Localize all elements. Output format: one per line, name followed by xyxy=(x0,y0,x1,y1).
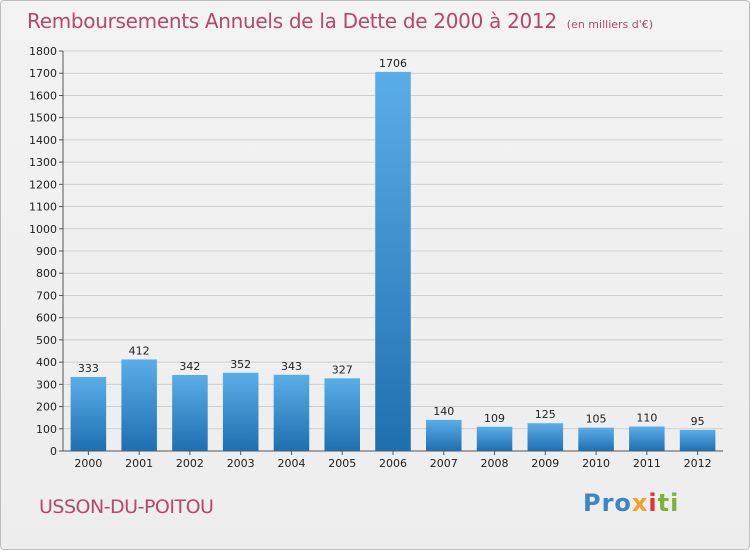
y-tick-label: 500 xyxy=(36,334,57,347)
bar-2004 xyxy=(273,374,310,451)
x-tick-label-2010: 2010 xyxy=(582,457,610,470)
bar-2008 xyxy=(476,426,513,451)
x-tick-label-2011: 2011 xyxy=(633,457,661,470)
chart-title-text: Remboursements Annuels de la Dette de 20… xyxy=(27,9,557,33)
y-tick-label: 100 xyxy=(36,423,57,436)
x-tick-label-2003: 2003 xyxy=(227,457,255,470)
bar-2005 xyxy=(324,378,360,451)
bar-value-label-2007: 140 xyxy=(433,405,454,418)
bar-value-label-2000: 333 xyxy=(78,362,99,375)
bar-2000 xyxy=(70,377,107,451)
bar-value-label-2008: 109 xyxy=(484,412,505,425)
x-tick-labels: 2000 2001 2002 2003 2004 2005 2006 2007 2008 2009… xyxy=(74,457,711,470)
bar-2007 xyxy=(426,419,462,451)
x-tick-label-2008: 2008 xyxy=(481,457,509,470)
commune-name: USSON-DU-POITOU xyxy=(39,496,214,518)
bars xyxy=(70,71,716,451)
x-tick-label-2006: 2006 xyxy=(379,457,407,470)
bar-value-label-2001: 412 xyxy=(129,344,150,357)
y-tick-label: 700 xyxy=(36,289,57,302)
y-tick-label: 300 xyxy=(36,378,57,391)
bar-value-labels: 333 412 342 352 343 327 1706 140 109 125 105 110 95 xyxy=(78,57,705,428)
y-tick-label: 1500 xyxy=(29,112,57,125)
bar-value-label-2002: 342 xyxy=(179,360,200,373)
bar-value-label-2003: 352 xyxy=(230,358,251,371)
bar-value-label-2009: 125 xyxy=(535,408,556,421)
bar-2006 xyxy=(375,71,411,451)
y-tick-label: 900 xyxy=(36,245,57,258)
y-tick-label: 800 xyxy=(36,267,57,280)
y-tick-label: 400 xyxy=(36,356,57,369)
x-tick-label-2009: 2009 xyxy=(531,457,559,470)
x-tick-label-2012: 2012 xyxy=(684,457,712,470)
chart-unit: (en milliers d'€) xyxy=(566,18,654,31)
y-tick-label: 1600 xyxy=(29,89,57,102)
y-tick-label: 1800 xyxy=(29,45,57,58)
bar-2009 xyxy=(527,423,564,451)
bar-value-label-2004: 343 xyxy=(281,360,302,373)
y-tick-label: 1700 xyxy=(29,67,57,80)
y-tick-label: 0 xyxy=(50,445,57,458)
bar-value-label-2006: 1706 xyxy=(379,57,407,70)
bar-2010 xyxy=(578,427,614,451)
x-tick-label-2002: 2002 xyxy=(176,457,204,470)
x-tick-label-2005: 2005 xyxy=(328,457,356,470)
y-tick-label: 1300 xyxy=(29,156,57,169)
x-tick-label-2004: 2004 xyxy=(277,457,305,470)
bar-value-label-2010: 105 xyxy=(586,413,607,426)
bar-2011 xyxy=(629,426,665,451)
y-tick-label: 1000 xyxy=(29,223,57,236)
x-tick-label-2007: 2007 xyxy=(430,457,458,470)
chart-title: Remboursements Annuels de la Dette de 20… xyxy=(27,9,653,33)
proxiti-logo: Proxiti xyxy=(583,489,680,517)
bar-2012 xyxy=(679,429,716,451)
y-tick-label: 200 xyxy=(36,401,57,414)
bar-2002 xyxy=(172,375,208,451)
bar-value-label-2012: 95 xyxy=(691,415,705,428)
y-tick-label: 1400 xyxy=(29,134,57,147)
x-tick-label-2001: 2001 xyxy=(125,457,153,470)
y-tick-labels: 0 100 200 300 400 500 600 700 800 900 1000 1100 1200… xyxy=(29,45,57,458)
y-tick-label: 600 xyxy=(36,312,57,325)
bar-value-label-2005: 327 xyxy=(332,363,353,376)
y-tick-label: 1200 xyxy=(29,178,57,191)
bar-value-label-2011: 110 xyxy=(636,412,657,425)
y-tick-label: 1100 xyxy=(29,201,57,214)
bar-2003 xyxy=(222,372,259,451)
bar-2001 xyxy=(121,359,157,451)
x-tick-label-2000: 2000 xyxy=(74,457,102,470)
